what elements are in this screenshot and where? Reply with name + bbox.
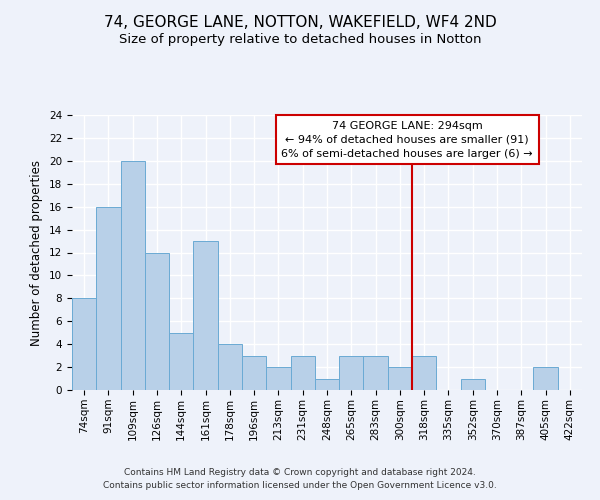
Text: Contains HM Land Registry data © Crown copyright and database right 2024.
Contai: Contains HM Land Registry data © Crown c…: [103, 468, 497, 490]
Bar: [461, 378, 485, 390]
Bar: [96, 206, 121, 390]
Bar: [121, 161, 145, 390]
Bar: [218, 344, 242, 390]
Text: 74 GEORGE LANE: 294sqm
← 94% of detached houses are smaller (91)
6% of semi-deta: 74 GEORGE LANE: 294sqm ← 94% of detached…: [281, 120, 533, 158]
Y-axis label: Number of detached properties: Number of detached properties: [31, 160, 43, 346]
Bar: [290, 356, 315, 390]
Bar: [364, 356, 388, 390]
Bar: [145, 252, 169, 390]
Bar: [533, 367, 558, 390]
Bar: [242, 356, 266, 390]
Bar: [169, 332, 193, 390]
Text: 74, GEORGE LANE, NOTTON, WAKEFIELD, WF4 2ND: 74, GEORGE LANE, NOTTON, WAKEFIELD, WF4 …: [104, 15, 496, 30]
Bar: [266, 367, 290, 390]
Bar: [193, 241, 218, 390]
Bar: [315, 378, 339, 390]
Bar: [72, 298, 96, 390]
Text: Size of property relative to detached houses in Notton: Size of property relative to detached ho…: [119, 32, 481, 46]
Bar: [412, 356, 436, 390]
Bar: [388, 367, 412, 390]
Bar: [339, 356, 364, 390]
